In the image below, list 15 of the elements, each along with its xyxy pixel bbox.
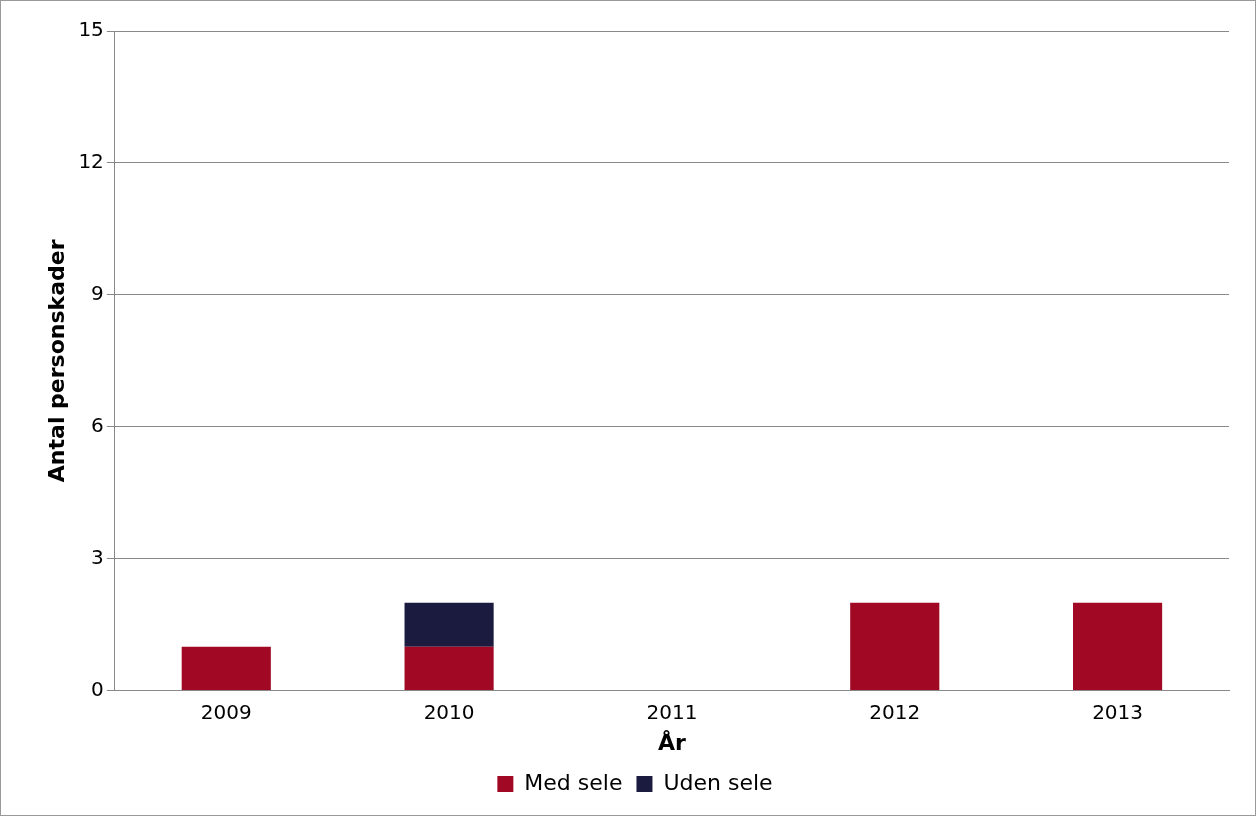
x-tick-label: 2009 bbox=[200, 699, 252, 724]
y-tick-label: 6 bbox=[91, 412, 104, 437]
x-tick-label: 2012 bbox=[869, 699, 921, 724]
y-tick-label: 0 bbox=[91, 676, 104, 701]
y-axis-title: Antal personskader bbox=[43, 239, 69, 483]
y-tick-label: 12 bbox=[78, 149, 104, 174]
y-tick-label: 9 bbox=[91, 281, 104, 306]
y-tick-label: 15 bbox=[78, 17, 104, 42]
legend-label: Med sele bbox=[524, 769, 623, 795]
x-axis-title: År bbox=[657, 729, 687, 755]
x-tick-label: 2011 bbox=[646, 699, 698, 724]
x-tick-label: 2010 bbox=[423, 699, 475, 724]
y-tick-label: 3 bbox=[91, 544, 104, 569]
x-tick-label: 2013 bbox=[1092, 699, 1144, 724]
legend-label: Uden sele bbox=[663, 769, 773, 795]
